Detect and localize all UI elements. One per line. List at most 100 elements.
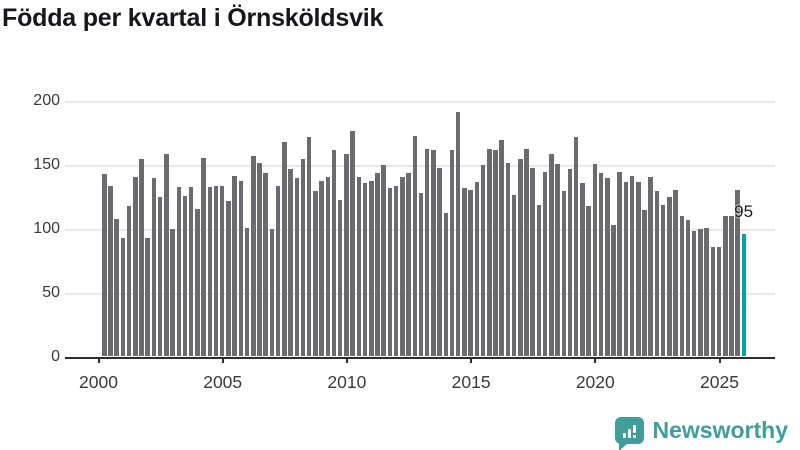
bar (431, 149, 436, 356)
bar (232, 175, 237, 356)
bar (275, 185, 281, 356)
bar (542, 171, 548, 356)
bar (617, 171, 622, 356)
bar (393, 185, 399, 356)
bar (306, 137, 312, 356)
bar (102, 174, 107, 356)
bar (319, 180, 324, 356)
bar (648, 176, 653, 356)
bar (251, 156, 256, 356)
bar (170, 229, 175, 356)
bar (387, 188, 393, 356)
newsworthy-wordmark: Newsworthy (652, 417, 788, 443)
x-axis-tick (470, 358, 473, 363)
bar (269, 229, 275, 356)
x-tick-label: 2025 (700, 372, 739, 392)
x-tick-label: 2005 (203, 372, 243, 392)
x-axis-baseline (65, 357, 775, 359)
x-tick-label: 2015 (451, 372, 491, 392)
bar (424, 148, 430, 356)
bar (660, 204, 666, 356)
bar (369, 180, 374, 356)
bar (505, 162, 511, 356)
bar (642, 210, 647, 356)
y-tick-label: 100 (33, 220, 60, 237)
bar (673, 189, 678, 356)
bar (288, 169, 293, 356)
bar (139, 158, 144, 356)
bar (114, 219, 119, 356)
bar (704, 228, 709, 356)
bar (244, 228, 250, 356)
bar (623, 181, 629, 356)
bar (350, 130, 355, 356)
gridline (65, 101, 775, 103)
bar (282, 142, 287, 356)
bar (188, 187, 194, 356)
x-axis-tick (594, 358, 597, 363)
bar (437, 167, 442, 356)
bar (356, 176, 362, 356)
newsworthy-icon (614, 417, 644, 450)
bar (157, 197, 163, 356)
newsworthy-logo[interactable]: Newsworthy (614, 417, 788, 450)
bar (195, 208, 200, 356)
x-axis-tick (718, 358, 721, 363)
bar (629, 175, 635, 356)
bar (573, 137, 579, 356)
bar (164, 153, 169, 356)
bar (331, 149, 337, 356)
bar (263, 172, 268, 356)
bar (530, 167, 535, 356)
bar (654, 190, 660, 356)
bar (561, 190, 567, 356)
y-tick-label: 50 (42, 284, 60, 301)
bar (126, 206, 132, 356)
bar (375, 172, 380, 356)
x-axis-tick (345, 358, 348, 363)
bar (219, 185, 225, 356)
bar (145, 238, 150, 356)
y-tick-label: 150 (33, 156, 60, 173)
bar (586, 206, 591, 356)
mini-bar-chart-glyph (615, 417, 644, 444)
bar (567, 169, 573, 356)
bar (723, 216, 728, 356)
bar (518, 158, 523, 356)
gridline (65, 165, 775, 167)
bar (300, 158, 306, 356)
bar (344, 153, 349, 356)
bar (151, 178, 157, 356)
bar (294, 178, 299, 356)
highlight-value-label: 95 (734, 202, 754, 222)
bar (201, 157, 206, 356)
bar (406, 172, 411, 356)
bar (667, 197, 672, 356)
x-tick-label: 2000 (79, 372, 118, 392)
bar (636, 181, 641, 356)
bar (238, 180, 244, 356)
bar (729, 216, 734, 356)
bar (313, 190, 318, 356)
bar (412, 135, 417, 356)
bar (716, 247, 722, 356)
y-tick-label: 200 (33, 92, 60, 109)
bar (549, 153, 554, 356)
bar (337, 199, 343, 356)
bar (710, 247, 716, 356)
bar (580, 183, 585, 356)
bar (524, 148, 529, 356)
bar (400, 176, 405, 356)
plot-area (65, 101, 775, 363)
x-axis-tick (97, 358, 100, 363)
bar (257, 162, 262, 356)
bar (493, 149, 498, 356)
bar (449, 149, 455, 356)
bar (611, 225, 616, 356)
bar (176, 187, 182, 356)
bar (685, 220, 691, 356)
bar (474, 181, 480, 356)
bar (133, 176, 138, 356)
chart-title: Födda per kvartal i Örnsköldsvik (2, 4, 384, 32)
